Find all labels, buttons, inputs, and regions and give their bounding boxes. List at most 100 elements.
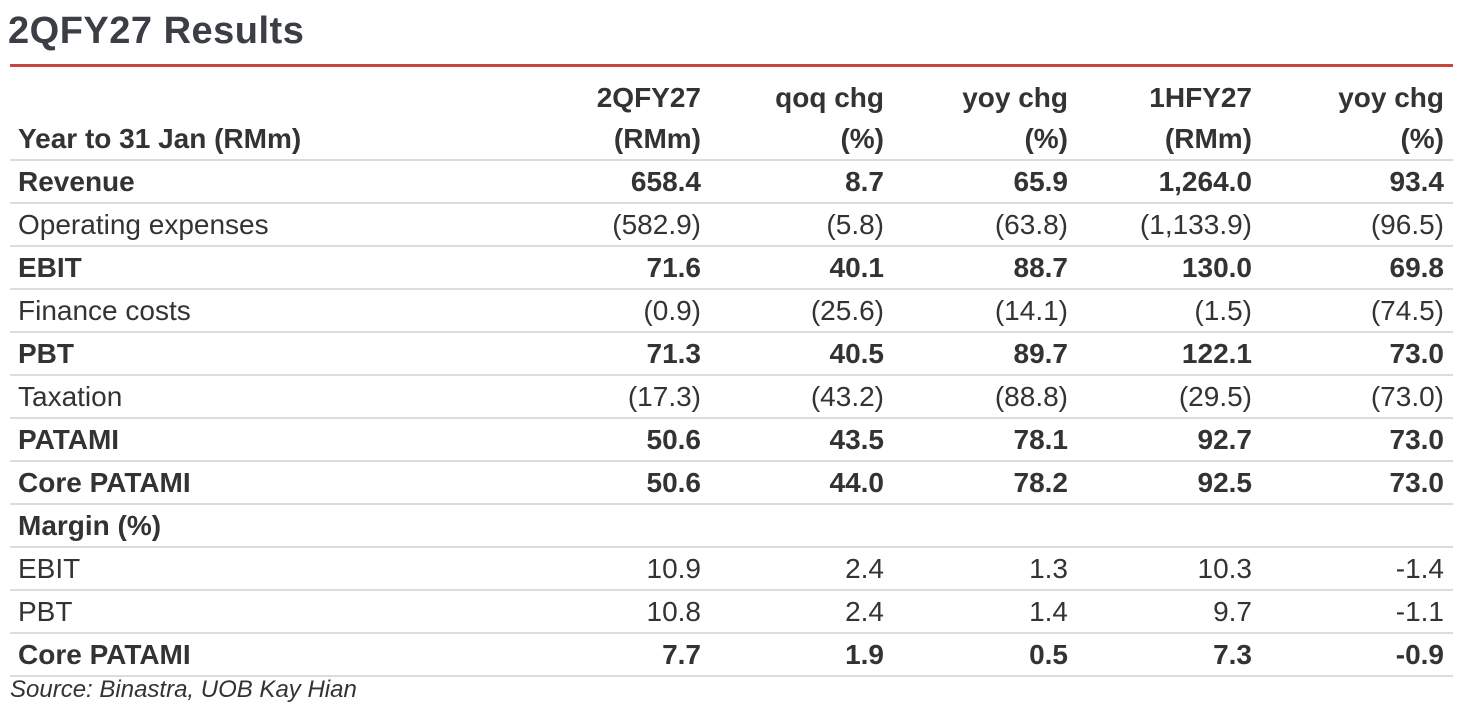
value-cell: 73.0 (1261, 332, 1453, 376)
header-cell: (RMm) (1077, 118, 1261, 161)
table-row: EBIT 10.9 2.4 1.3 10.3 -1.4 (10, 547, 1453, 591)
value-cell: 8.7 (710, 160, 893, 204)
row-label: PBT (10, 590, 510, 634)
header-cell: (%) (710, 118, 893, 161)
value-cell (510, 504, 710, 548)
value-cell (1261, 504, 1453, 548)
table-row: Margin (%) (10, 504, 1453, 548)
value-cell: 9.7 (1077, 590, 1261, 634)
header-cell: Year to 31 Jan (RMm) (10, 118, 510, 161)
value-cell: 7.3 (1077, 633, 1261, 677)
table-row: Revenue 658.4 8.7 65.9 1,264.0 93.4 (10, 160, 1453, 204)
header-cell: yoy chg (962, 82, 1068, 113)
header-cell: 1HFY27 (1149, 82, 1252, 113)
table-row: EBIT 71.6 40.1 88.7 130.0 69.8 (10, 246, 1453, 290)
value-cell: 1.4 (893, 590, 1077, 634)
value-cell: (1,133.9) (1077, 203, 1261, 247)
value-cell: 40.1 (710, 246, 893, 290)
value-cell (710, 504, 893, 548)
value-cell: 10.8 (510, 590, 710, 634)
value-cell: 50.6 (510, 418, 710, 462)
page-title: 2QFY27 Results (8, 10, 305, 52)
value-cell: 73.0 (1261, 418, 1453, 462)
value-cell: (5.8) (710, 203, 893, 247)
header-cell: yoy chg (1338, 82, 1444, 113)
row-label: Operating expenses (10, 203, 510, 247)
value-cell: (17.3) (510, 375, 710, 419)
title-rule (10, 64, 1453, 67)
value-cell: 92.5 (1077, 461, 1261, 505)
header-cell (10, 78, 510, 118)
row-label: PATAMI (10, 418, 510, 462)
row-label: PBT (10, 332, 510, 376)
value-cell: -0.9 (1261, 633, 1453, 677)
value-cell: 73.0 (1261, 461, 1453, 505)
value-cell: (1.5) (1077, 289, 1261, 333)
header-cell: 2QFY27 (596, 82, 701, 113)
value-cell: 0.5 (893, 633, 1077, 677)
value-cell: 40.5 (710, 332, 893, 376)
value-cell: (43.2) (710, 375, 893, 419)
row-label: Taxation (10, 375, 510, 419)
value-cell: (0.9) (510, 289, 710, 333)
value-cell: (88.8) (893, 375, 1077, 419)
row-label: EBIT (10, 547, 510, 591)
value-cell: 43.5 (710, 418, 893, 462)
table-row: Finance costs (0.9) (25.6) (14.1) (1.5) (74.5… (10, 289, 1453, 333)
header-cell: (RMm) (510, 118, 710, 161)
value-cell: 78.1 (893, 418, 1077, 462)
value-cell: 130.0 (1077, 246, 1261, 290)
value-cell: 71.6 (510, 246, 710, 290)
value-cell: 658.4 (510, 160, 710, 204)
value-cell: 7.7 (510, 633, 710, 677)
value-cell: (73.0) (1261, 375, 1453, 419)
value-cell: 2.4 (710, 547, 893, 591)
results-table: 2QFY27 qoq chg yoy chg 1HFY27 yoy chg Ye… (10, 78, 1453, 677)
table-row: Taxation (17.3) (43.2) (88.8) (29.5) (73.0) (10, 375, 1453, 419)
value-cell: 44.0 (710, 461, 893, 505)
value-cell: 2.4 (710, 590, 893, 634)
value-cell: 89.7 (893, 332, 1077, 376)
value-cell: 93.4 (1261, 160, 1453, 204)
value-cell: -1.4 (1261, 547, 1453, 591)
value-cell: 71.3 (510, 332, 710, 376)
table-row: Core PATAMI 50.6 44.0 78.2 92.5 73.0 (10, 461, 1453, 505)
table-row: PBT 71.3 40.5 89.7 122.1 73.0 (10, 332, 1453, 376)
table-row: Core PATAMI 7.7 1.9 0.5 7.3 -0.9 (10, 633, 1453, 677)
value-cell (893, 504, 1077, 548)
header-row-periods: 2QFY27 qoq chg yoy chg 1HFY27 yoy chg (10, 78, 1453, 118)
header-cell: qoq chg (775, 82, 884, 113)
value-cell: 88.7 (893, 246, 1077, 290)
table-row: PATAMI 50.6 43.5 78.1 92.7 73.0 (10, 418, 1453, 462)
table-row: Operating expenses (582.9) (5.8) (63.8) (1,1… (10, 203, 1453, 247)
row-label: EBIT (10, 246, 510, 290)
value-cell: 92.7 (1077, 418, 1261, 462)
header-row-units: Year to 31 Jan (RMm) (RMm) (%) (%) (RMm)… (10, 118, 1453, 161)
value-cell: (582.9) (510, 203, 710, 247)
value-cell: (14.1) (893, 289, 1077, 333)
value-cell: (63.8) (893, 203, 1077, 247)
row-label: Finance costs (10, 289, 510, 333)
value-cell: 69.8 (1261, 246, 1453, 290)
table-row: PBT 10.8 2.4 1.4 9.7 -1.1 (10, 590, 1453, 634)
value-cell: (29.5) (1077, 375, 1261, 419)
value-cell: 78.2 (893, 461, 1077, 505)
value-cell: 65.9 (893, 160, 1077, 204)
value-cell: 1,264.0 (1077, 160, 1261, 204)
value-cell: (96.5) (1261, 203, 1453, 247)
value-cell: 1.3 (893, 547, 1077, 591)
row-label: Margin (%) (10, 504, 510, 548)
value-cell: (25.6) (710, 289, 893, 333)
row-label: Core PATAMI (10, 633, 510, 677)
value-cell: 122.1 (1077, 332, 1261, 376)
header-cell: (%) (1261, 118, 1453, 161)
header-cell: (%) (893, 118, 1077, 161)
value-cell (1077, 504, 1261, 548)
value-cell: 50.6 (510, 461, 710, 505)
source-note: Source: Binastra, UOB Kay Hian (10, 676, 357, 703)
value-cell: 10.9 (510, 547, 710, 591)
value-cell: (74.5) (1261, 289, 1453, 333)
value-cell: 1.9 (710, 633, 893, 677)
value-cell: 10.3 (1077, 547, 1261, 591)
value-cell: -1.1 (1261, 590, 1453, 634)
